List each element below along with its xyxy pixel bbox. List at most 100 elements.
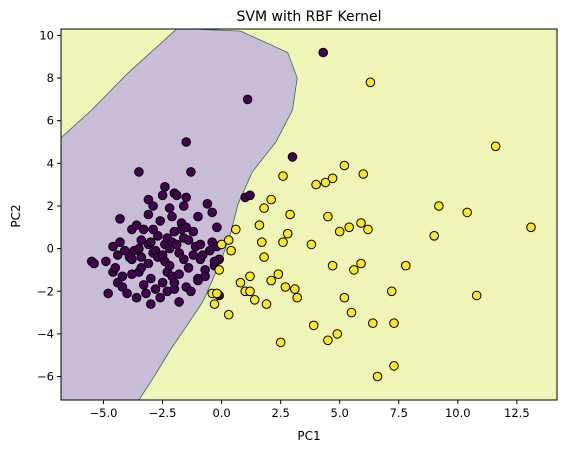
point-class-0 xyxy=(103,288,113,299)
point-class-0 xyxy=(207,207,217,218)
x-tick-label: −2.5 xyxy=(149,406,177,420)
point-class-1 xyxy=(306,239,317,250)
point-class-1 xyxy=(368,318,378,329)
point-class-1 xyxy=(226,245,236,256)
point-class-0 xyxy=(202,199,213,209)
point-class-0 xyxy=(174,269,184,280)
point-class-1 xyxy=(434,201,444,211)
x-tick-label: 5.0 xyxy=(331,406,349,420)
y-tick-label: −4 xyxy=(37,327,54,341)
point-class-1 xyxy=(389,318,399,329)
y-tick-label: −6 xyxy=(37,370,54,384)
decision-boundary-corner xyxy=(61,29,178,139)
point-class-1 xyxy=(223,309,234,320)
point-class-0 xyxy=(143,258,154,269)
point-class-0 xyxy=(157,277,168,288)
point-class-1 xyxy=(358,169,369,179)
point-class-1 xyxy=(471,290,482,301)
point-class-1 xyxy=(280,282,291,292)
point-class-1 xyxy=(212,288,222,299)
point-class-1 xyxy=(254,220,265,230)
point-class-1 xyxy=(327,260,338,271)
point-class-0 xyxy=(115,237,125,247)
point-class-0 xyxy=(209,256,220,267)
decision-region-class-1-corner xyxy=(61,29,177,138)
point-class-1 xyxy=(356,258,366,269)
point-class-1 xyxy=(323,335,333,346)
y-tick-label: 6 xyxy=(47,114,54,128)
decision-boundary xyxy=(138,29,298,400)
point-class-1 xyxy=(365,77,376,88)
y-tick-label: 4 xyxy=(47,156,54,170)
point-class-0 xyxy=(181,137,191,147)
point-class-1 xyxy=(334,226,345,237)
point-class-0 xyxy=(174,297,184,307)
point-class-0 xyxy=(112,250,123,260)
point-class-1 xyxy=(278,171,288,181)
point-class-0 xyxy=(146,237,156,247)
point-class-0 xyxy=(143,194,154,205)
point-class-0 xyxy=(181,222,191,233)
point-class-1 xyxy=(320,177,331,188)
point-class-0 xyxy=(183,235,194,245)
point-class-1 xyxy=(490,141,501,152)
point-class-0 xyxy=(134,167,144,177)
point-class-0 xyxy=(193,275,203,286)
point-class-1 xyxy=(259,203,269,213)
point-class-1 xyxy=(249,295,260,305)
plot-frame xyxy=(60,28,558,401)
point-class-1 xyxy=(339,160,350,171)
point-class-0 xyxy=(186,286,196,297)
point-class-0 xyxy=(245,190,255,201)
point-class-1 xyxy=(311,179,321,190)
x-tick-label: 0.0 xyxy=(212,406,230,420)
point-class-0 xyxy=(134,243,144,254)
point-class-1 xyxy=(245,286,255,297)
point-class-0 xyxy=(167,211,177,222)
y-axis: −6 −4 −2 0 2 4 6 8 10 xyxy=(37,28,61,384)
point-class-0 xyxy=(146,299,156,309)
x-tick-label: 12.5 xyxy=(504,406,530,420)
point-class-0 xyxy=(164,260,175,271)
point-class-1 xyxy=(327,173,338,184)
point-class-0 xyxy=(195,239,206,250)
point-class-0 xyxy=(155,292,165,303)
point-class-0 xyxy=(146,273,156,284)
point-class-1 xyxy=(285,209,295,220)
point-class-0 xyxy=(131,292,142,303)
point-class-0 xyxy=(89,258,99,269)
point-class-1 xyxy=(401,260,411,271)
point-class-0 xyxy=(141,288,151,299)
point-class-1 xyxy=(462,207,473,218)
point-class-0 xyxy=(108,241,118,252)
point-class-0 xyxy=(136,263,147,273)
x-tick-label: 10.0 xyxy=(445,406,471,420)
point-class-0 xyxy=(148,201,158,211)
point-class-1 xyxy=(257,237,267,247)
point-class-0 xyxy=(183,263,194,273)
point-class-1 xyxy=(346,307,357,318)
point-class-0 xyxy=(171,239,182,250)
point-class-0 xyxy=(148,224,158,235)
chart-title: SVM with RBF Kernel xyxy=(237,9,382,25)
point-class-1 xyxy=(323,211,333,222)
point-class-0 xyxy=(212,222,222,233)
point-class-1 xyxy=(429,231,440,241)
point-class-0 xyxy=(197,250,208,260)
point-class-1 xyxy=(235,277,246,288)
point-class-1 xyxy=(386,286,397,297)
point-class-0 xyxy=(186,167,196,177)
point-class-1 xyxy=(231,224,241,235)
point-class-1 xyxy=(344,222,355,233)
y-tick-label: 8 xyxy=(47,71,54,85)
point-class-1 xyxy=(526,222,536,233)
point-class-1 xyxy=(275,337,286,348)
point-class-0 xyxy=(115,214,125,224)
point-class-1 xyxy=(290,284,300,294)
point-class-1 xyxy=(349,265,359,275)
point-class-1 xyxy=(214,265,224,275)
point-class-0 xyxy=(136,252,147,262)
point-class-0 xyxy=(181,192,191,203)
point-class-0 xyxy=(138,224,149,235)
